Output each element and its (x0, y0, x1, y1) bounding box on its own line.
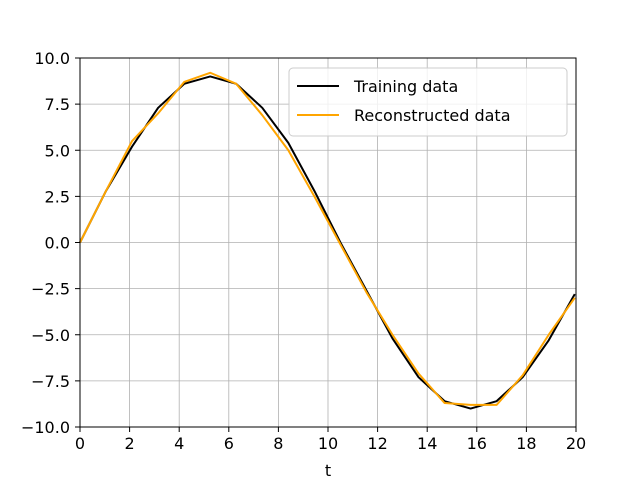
x-tick-label: 4 (174, 434, 184, 453)
x-tick-label: 18 (516, 434, 536, 453)
y-tick-label: −5.0 (31, 326, 70, 345)
y-tick-label: −10.0 (21, 418, 70, 437)
x-tick-label: 20 (566, 434, 586, 453)
x-tick-label: 6 (224, 434, 234, 453)
y-tick-label: −2.5 (31, 280, 70, 299)
y-tick-label: −7.5 (31, 372, 70, 391)
ticks: 0 2 4 6 8 10 12 14 16 18 20 −10.0 −7.5 −5.0 −2.5 0.0 2.5… (21, 49, 586, 453)
y-tick-label: 0.0 (45, 234, 70, 253)
x-tick-label: 8 (273, 434, 283, 453)
x-tick-label: 0 (75, 434, 85, 453)
x-tick-label: 16 (467, 434, 487, 453)
legend-label: Reconstructed data (354, 106, 511, 125)
series-layer (79, 71, 576, 410)
y-tick-label: 5.0 (45, 141, 70, 160)
x-tick-label: 12 (367, 434, 387, 453)
x-tick-label: 2 (125, 434, 135, 453)
x-tick-label: 10 (318, 434, 338, 453)
x-tick-label: 14 (417, 434, 437, 453)
y-tick-label: 7.5 (45, 95, 70, 114)
legend: Training data Reconstructed data (288, 67, 568, 137)
legend-label: Training data (353, 77, 458, 96)
legend-box (288, 67, 568, 137)
series-line-training (79, 75, 576, 410)
series-line-reconstructed (79, 71, 576, 406)
y-tick-label: 2.5 (45, 187, 70, 206)
y-tick-label: 10.0 (34, 49, 70, 68)
x-axis-label: t (325, 461, 331, 480)
